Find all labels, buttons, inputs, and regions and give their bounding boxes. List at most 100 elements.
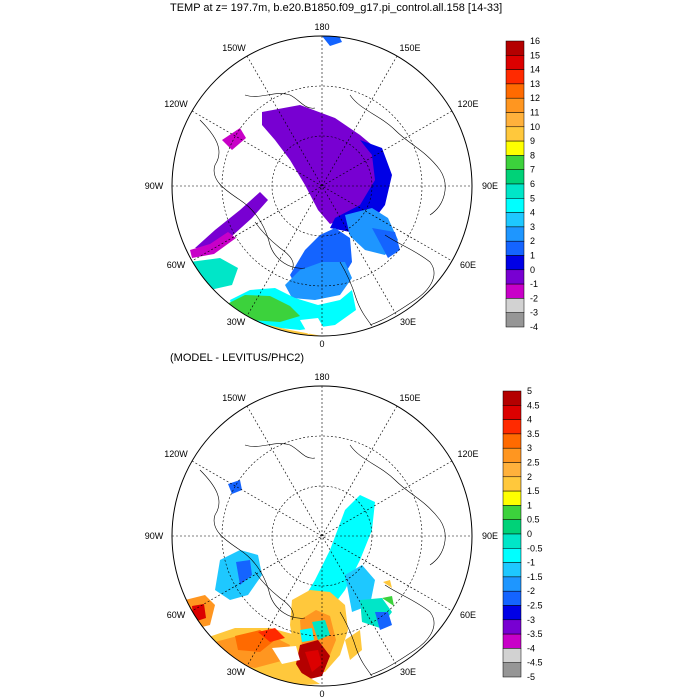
bottom-colorbar-swatch xyxy=(502,390,522,406)
bottom-colorbar-tick-label: 0.5 xyxy=(527,515,540,525)
top-graticule xyxy=(172,36,472,336)
bottom-label-0: 0 xyxy=(319,689,324,699)
top-panel-title: TEMP at z= 197.7m, b.e20.B1850.f09_g17.p… xyxy=(170,2,503,14)
bottom-colorbar-tick-label: 1 xyxy=(527,500,532,510)
bottom-colorbar-tick-label: -2.5 xyxy=(527,601,543,611)
bottom-colorbar-swatch xyxy=(502,548,522,563)
bottom-label-90e: 90E xyxy=(482,531,498,541)
bottom-label-150w: 150W xyxy=(222,393,246,403)
bottom-colorbar-tick-label: -4.5 xyxy=(527,658,543,668)
top-colorbar-tick-label: 4 xyxy=(530,208,535,218)
bottom-colorbar-swatch xyxy=(502,405,522,420)
top-colorbar-swatch xyxy=(505,255,525,271)
top-label-90e: 90E xyxy=(482,181,498,191)
top-colorbar-swatch xyxy=(505,212,525,228)
bottom-graticule xyxy=(172,386,472,686)
bottom-label-120w: 120W xyxy=(164,449,188,459)
top-label-60e: 60E xyxy=(460,260,476,270)
top-colorbar-tick-label: 15 xyxy=(530,50,540,60)
top-colorbar-tick-label: -3 xyxy=(530,308,538,318)
bottom-colorbar-swatch xyxy=(502,462,522,478)
top-coastlines xyxy=(199,93,446,327)
top-colorbar-swatch xyxy=(505,40,525,56)
top-colorbar-swatch xyxy=(505,198,525,213)
top-colorbar-tick-label: 0 xyxy=(530,265,535,275)
bottom-coastlines xyxy=(199,443,446,677)
bottom-colorbar-swatch xyxy=(502,490,522,506)
top-colorbar-swatch xyxy=(505,269,525,285)
bottom-colorbar-tick-label: 2.5 xyxy=(527,458,540,468)
top-colorbar-swatch xyxy=(505,183,525,199)
bottom-colorbar-swatch xyxy=(502,419,522,435)
top-colorbar-swatch xyxy=(505,298,525,313)
top-colorbar-tick-label: 1 xyxy=(530,251,535,261)
top-label-90w: 90W xyxy=(145,181,164,191)
bottom-colorbar-swatch xyxy=(502,447,522,463)
top-label-30e: 30E xyxy=(400,317,416,327)
top-label-30w: 30W xyxy=(227,317,246,327)
bottom-colorbar-tick-label: -5 xyxy=(527,672,535,682)
bottom-colorbar-swatch xyxy=(502,605,522,621)
bottom-colorbar-tick-label: 3.5 xyxy=(527,429,540,439)
top-label-120w: 120W xyxy=(164,99,188,109)
top-colorbar-swatch xyxy=(505,140,525,156)
top-colorbar-swatch xyxy=(505,240,525,256)
bottom-colorbar-swatch xyxy=(502,619,522,635)
bottom-label-180: 180 xyxy=(314,372,329,382)
top-colorbar-tick-label: 13 xyxy=(530,79,540,89)
top-colorbar-swatch xyxy=(505,97,525,113)
bottom-colorbar-tick-label: -1 xyxy=(527,558,535,568)
top-colorbar-tick-label: 16 xyxy=(530,36,540,46)
top-colorbar-swatch xyxy=(505,112,525,128)
bottom-label-120e: 120E xyxy=(457,449,478,459)
bottom-colorbar-swatch xyxy=(502,476,522,492)
top-colorbar-tick-label: -1 xyxy=(530,279,538,289)
bottom-label-30w: 30W xyxy=(227,667,246,677)
bottom-label-30e: 30E xyxy=(400,667,416,677)
top-colorbar-swatch xyxy=(505,169,525,185)
bottom-colorbar-tick-label: -2 xyxy=(527,586,535,596)
top-colorbar-tick-label: 8 xyxy=(530,150,535,160)
bottom-colorbar-swatch xyxy=(502,590,522,606)
bottom-colorbar-swatch xyxy=(502,662,522,678)
top-colorbar-swatch xyxy=(505,55,525,70)
top-colorbar-tick-label: 2 xyxy=(530,236,535,246)
bottom-colorbar-swatch xyxy=(502,519,522,535)
top-colorbar-swatch xyxy=(505,126,525,142)
top-colorbar-tick-label: -2 xyxy=(530,293,538,303)
top-colorbar-swatch xyxy=(505,83,525,99)
top-label-180: 180 xyxy=(314,22,329,32)
bottom-colorbar-tick-label: -1.5 xyxy=(527,572,543,582)
bottom-colorbar-tick-label: 4 xyxy=(527,415,532,425)
top-colorbar-tick-label: -4 xyxy=(530,322,538,332)
bottom-colorbar-swatch xyxy=(502,633,522,649)
bottom-colorbar-tick-label: 4.5 xyxy=(527,400,540,410)
bottom-colorbar-swatch xyxy=(502,648,522,663)
bottom-colorbar-swatch xyxy=(502,433,522,449)
top-colorbar-swatch xyxy=(505,69,525,85)
top-colorbar-tick-label: 6 xyxy=(530,179,535,189)
top-label-60w: 60W xyxy=(167,260,186,270)
top-label-150e: 150E xyxy=(399,43,420,53)
bottom-colorbar-tick-label: -3 xyxy=(527,615,535,625)
top-colorbar-tick-label: 12 xyxy=(530,93,540,103)
top-colorbar-swatch xyxy=(505,283,525,299)
bottom-panel-title: (MODEL - LEVITUS/PHC2) xyxy=(170,352,305,364)
top-colorbar-tick-label: 10 xyxy=(530,122,540,132)
bottom-colorbar-tick-label: -0.5 xyxy=(527,543,543,553)
top-label-150w: 150W xyxy=(222,43,246,53)
bottom-colorbar-tick-label: -3.5 xyxy=(527,629,543,639)
bottom-label-60e: 60E xyxy=(460,610,476,620)
bottom-label-150e: 150E xyxy=(399,393,420,403)
top-label-0: 0 xyxy=(319,339,324,349)
top-colorbar-tick-label: 11 xyxy=(530,108,539,118)
top-colorbar-tick-label: 9 xyxy=(530,136,535,146)
top-colorbar-tick-label: 14 xyxy=(530,65,540,75)
bottom-colorbar-swatch xyxy=(502,505,522,520)
bottom-colorbar-tick-label: 5 xyxy=(527,386,532,396)
bottom-colorbar: 5 4.5 4 3.5 3 2.5 2 1.5 1 0.5 0 -0.5 -1 -1.5 -2 -2.5 -3 -… xyxy=(502,386,543,682)
bottom-label-60w: 60W xyxy=(167,610,186,620)
top-colorbar-tick-label: 3 xyxy=(530,222,535,232)
